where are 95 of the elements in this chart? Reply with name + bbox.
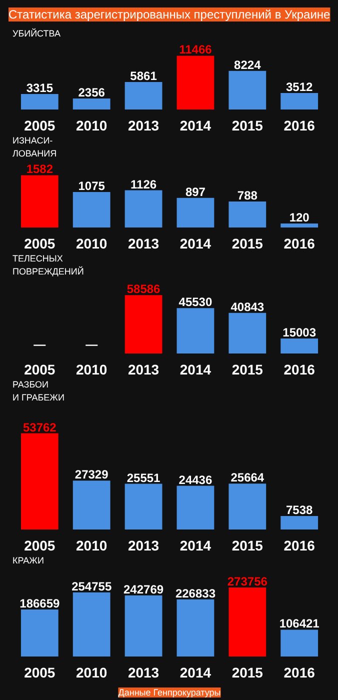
bar [228, 312, 266, 354]
x-tick-label: 2010 [76, 118, 108, 134]
data-label: 25664 [230, 470, 264, 485]
data-label: 24436 [178, 472, 212, 487]
text: — [34, 338, 46, 352]
x-tick-label: 2015 [232, 236, 264, 252]
bar [72, 592, 110, 656]
x-tick-label: 2014 [180, 362, 212, 378]
bar [176, 486, 214, 530]
data-label: 897 [185, 184, 206, 199]
bar [176, 308, 214, 354]
bar [280, 338, 318, 354]
x-tick-label: 2013 [128, 538, 160, 554]
data-label: 273756 [227, 574, 268, 589]
text: — [86, 338, 98, 352]
data-label: 8224 [234, 58, 262, 72]
x-tick-label: 2013 [128, 362, 160, 378]
bar [124, 190, 162, 228]
data-label: 11466 [179, 42, 212, 57]
data-label: 2356 [78, 85, 106, 100]
data-label: 3512 [286, 80, 314, 94]
bar [124, 595, 162, 656]
x-tick-label: 2016 [284, 538, 316, 554]
x-tick-label: 2005 [24, 362, 56, 378]
data-label: 242769 [124, 582, 164, 596]
x-tick-label: 2016 [284, 236, 316, 252]
x-tick-label: 2010 [76, 664, 108, 680]
bar [176, 198, 214, 228]
bar [124, 484, 162, 530]
data-label: 25551 [126, 470, 161, 485]
x-tick-label: 2015 [232, 538, 264, 554]
chart-title: ТЕЛЕСНЫХ ПОВРЕЖДЕНИЙ [12, 254, 84, 276]
chart-title: РАЗБОИ И ГРАБЕЖИ [12, 380, 64, 402]
data-label: 15003 [282, 326, 316, 340]
x-tick-label: 2015 [232, 362, 264, 378]
data-label: 3315 [26, 80, 54, 95]
bar [20, 609, 58, 656]
bar [280, 516, 318, 530]
x-tick-label: 2005 [24, 664, 56, 680]
bar [124, 82, 162, 110]
bar [20, 433, 58, 530]
bar [124, 295, 162, 354]
data-label: 254755 [72, 579, 112, 594]
x-tick-label: 2010 [76, 236, 108, 252]
x-tick-label: 2005 [24, 236, 56, 252]
x-tick-label: 2014 [180, 118, 212, 134]
data-label: 1582 [26, 162, 54, 176]
data-label: 40843 [230, 300, 264, 314]
x-tick-label: 2016 [284, 362, 316, 378]
data-label: 5861 [130, 69, 158, 84]
bar [228, 484, 266, 530]
bar [72, 192, 110, 228]
data-label: 1075 [78, 178, 106, 193]
x-tick-label: 2014 [180, 664, 212, 680]
bar [72, 480, 110, 530]
x-tick-label: 2014 [180, 236, 212, 252]
bar [228, 588, 266, 656]
bar [20, 175, 58, 228]
x-tick-label: 2016 [284, 664, 316, 680]
x-tick-label: 2013 [128, 118, 160, 134]
data-label: 27329 [74, 468, 109, 482]
data-label: 53762 [22, 420, 57, 434]
text: Данные Генпрокуратуры [118, 688, 221, 698]
data-label: 45530 [178, 295, 212, 310]
x-tick-label: 2015 [232, 118, 264, 134]
x-tick-label: 2005 [24, 118, 56, 134]
x-tick-label: 2015 [232, 664, 264, 680]
data-label: 186659 [20, 596, 60, 610]
data-label: 226833 [175, 586, 216, 600]
x-tick-label: 2010 [76, 538, 108, 554]
bar [228, 70, 266, 110]
chart-title: КРАЖИ [12, 556, 44, 566]
data-label: 788 [237, 188, 258, 202]
bar [20, 94, 58, 110]
bar [280, 630, 318, 656]
text: Статистика зарегистрированных преступлений в Украине [8, 8, 331, 22]
x-tick-label: 2014 [180, 538, 212, 554]
data-label: 58586 [126, 282, 161, 296]
data-label: 7538 [286, 503, 314, 518]
chart-title: УБИЙСТВА [12, 28, 60, 38]
data-label: 106421 [279, 616, 320, 631]
bar [72, 98, 110, 110]
data-label: 120 [289, 210, 310, 225]
x-tick-label: 2013 [128, 664, 160, 680]
bar [280, 93, 318, 110]
bar [228, 201, 266, 228]
x-tick-label: 2010 [76, 362, 108, 378]
x-tick-label: 2016 [284, 118, 316, 134]
bar [176, 56, 214, 110]
chart-title: ИЗНАСИ- ЛОВАНИЯ [12, 136, 57, 158]
x-tick-label: 2013 [128, 236, 160, 252]
bar [280, 224, 318, 228]
data-label: 1126 [130, 177, 157, 192]
x-tick-label: 2005 [24, 538, 56, 554]
bar [176, 599, 214, 656]
